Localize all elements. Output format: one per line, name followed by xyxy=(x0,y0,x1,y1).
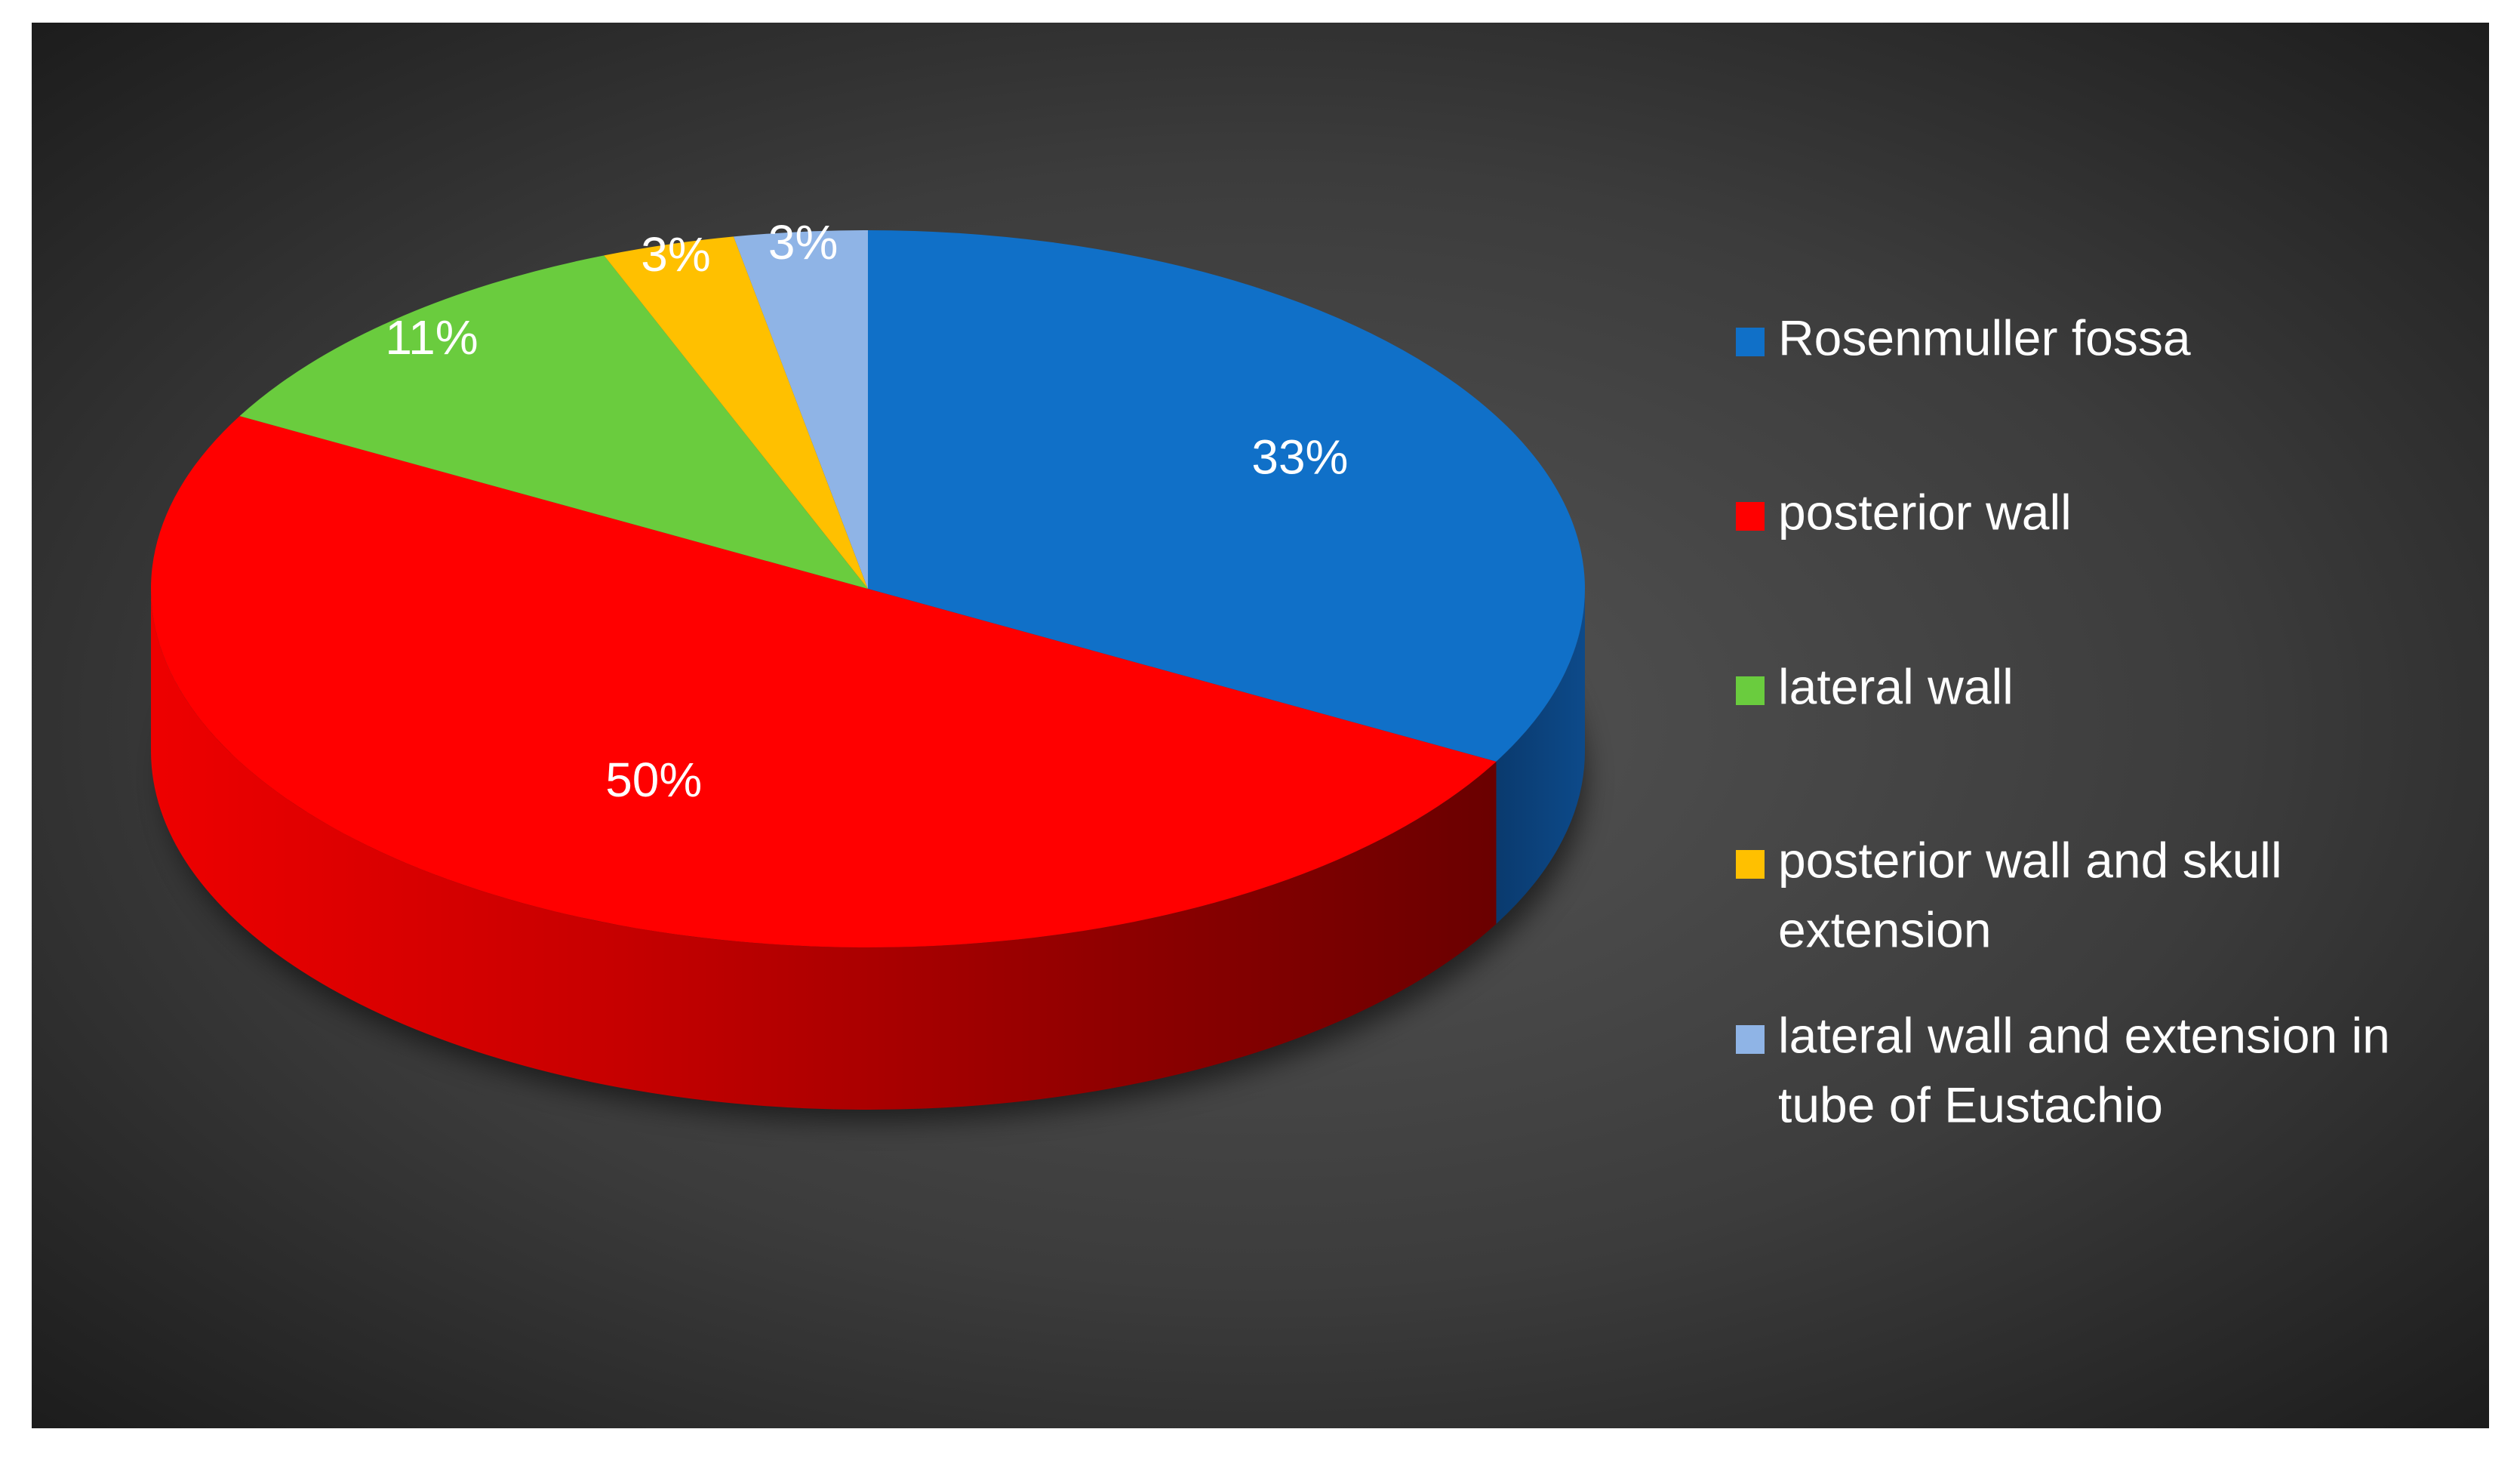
legend: Rosenmuller fossa posterior wall lateral w… xyxy=(1736,310,2390,1132)
legend-label-posterior-wall-and-skull-extension: extension xyxy=(1778,901,1992,957)
legend-swatch-rosenmuller-fossa xyxy=(1736,328,1765,356)
data-label-rosenmuller-fossa: 33% xyxy=(1251,430,1348,485)
pie-side-rosenmuller-fossa xyxy=(1496,589,1585,924)
data-label-lateral-wall-and-extension-in-tube-of-eustachio: 3% xyxy=(768,215,838,270)
data-label-posterior-wall: 50% xyxy=(605,753,702,807)
legend-swatch-lateral-wall xyxy=(1736,676,1765,705)
pie-slice-lateral-wall-and-extension-in-tube-of-eustachio xyxy=(733,230,868,589)
data-label-posterior-wall-and-skull-extension: 3% xyxy=(641,227,711,282)
legend-label-posterior-wall-and-skull-extension: posterior wall and skull xyxy=(1778,832,2282,888)
legend-swatch-posterior-wall xyxy=(1736,502,1765,531)
legend-label-rosenmuller-fossa: Rosenmuller fossa xyxy=(1778,310,2191,365)
pie-data-labels: 33% 50% 11% 3% 3% xyxy=(385,215,1348,807)
pie-sides xyxy=(151,589,1585,1110)
pie-slice-rosenmuller-fossa xyxy=(868,230,1585,762)
legend-swatch-posterior-wall-and-skull-extension xyxy=(1736,850,1765,879)
data-label-lateral-wall: 11% xyxy=(385,310,478,365)
legend-label-lateral-wall-and-extension-in-tube-of-eustachio: lateral wall and extension in xyxy=(1778,1007,2390,1063)
legend-label-posterior-wall: posterior wall xyxy=(1778,484,2072,540)
legend-label-lateral-wall-and-extension-in-tube-of-eustachio: tube of Eustachio xyxy=(1778,1076,2163,1132)
legend-swatch-lateral-wall-and-extension-in-tube-of-eustachio xyxy=(1736,1025,1765,1054)
pie-side-posterior-wall xyxy=(151,589,1497,1110)
pie-top xyxy=(150,230,1585,947)
pie-slice-posterior-wall-and-skull-extension xyxy=(604,236,868,589)
legend-label-lateral-wall: lateral wall xyxy=(1778,658,2014,714)
pie-slice-lateral-wall xyxy=(239,255,868,589)
pie-slice-posterior-wall xyxy=(150,416,1497,947)
